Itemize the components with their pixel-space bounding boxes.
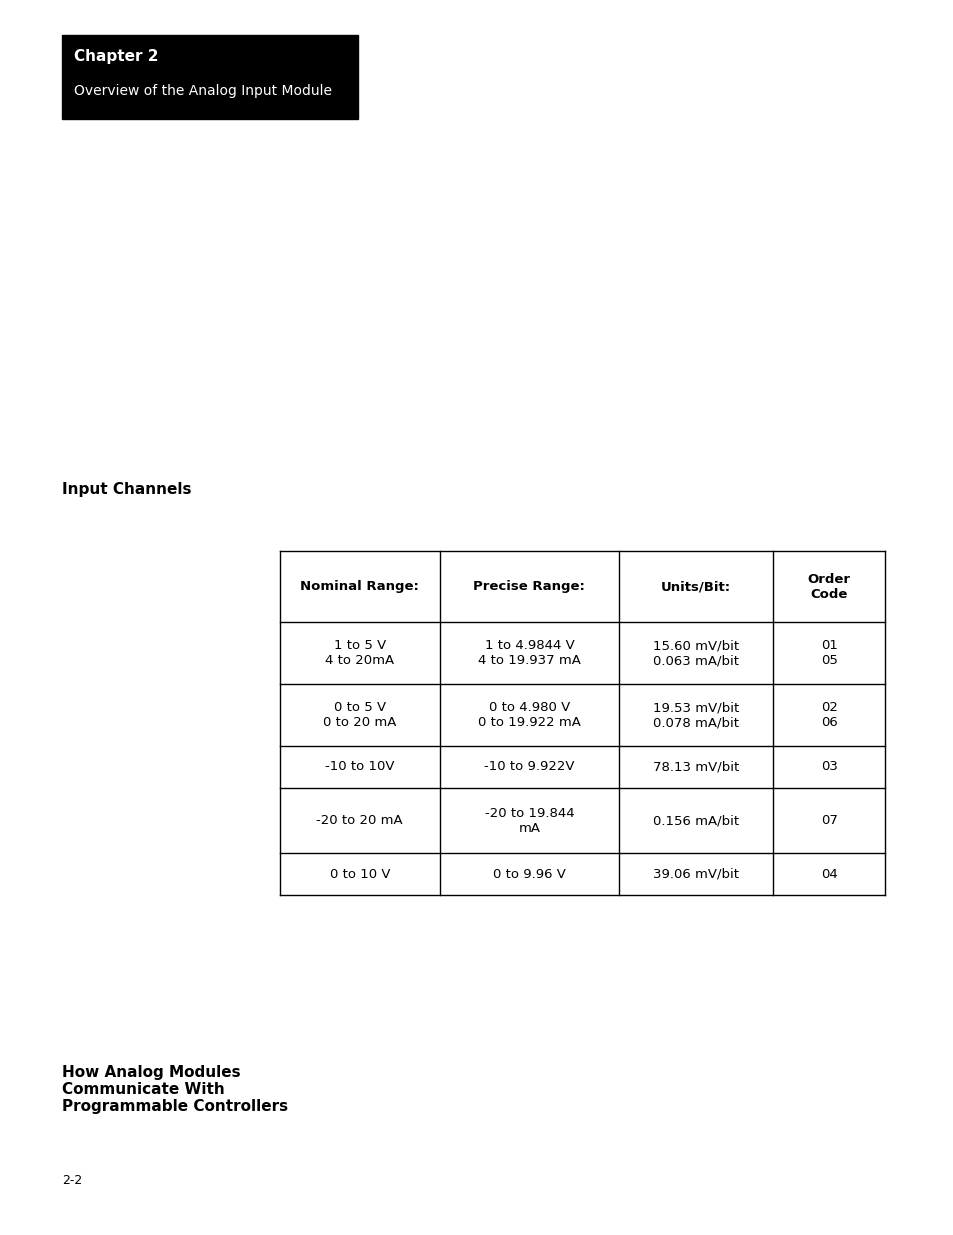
Text: Precise Range:: Precise Range:	[473, 580, 585, 593]
Text: -20 to 20 mA: -20 to 20 mA	[316, 814, 403, 827]
Text: How Analog Modules
Communicate With
Programmable Controllers: How Analog Modules Communicate With Prog…	[62, 1065, 288, 1114]
Text: -20 to 19.844
mA: -20 to 19.844 mA	[484, 806, 574, 835]
Text: 01
05: 01 05	[820, 640, 837, 667]
Text: 19.53 mV/bit
0.078 mA/bit: 19.53 mV/bit 0.078 mA/bit	[652, 701, 739, 729]
Text: Input Channels: Input Channels	[62, 482, 192, 496]
Text: 07: 07	[820, 814, 837, 827]
Text: Nominal Range:: Nominal Range:	[300, 580, 418, 593]
Text: 1 to 4.9844 V
4 to 19.937 mA: 1 to 4.9844 V 4 to 19.937 mA	[477, 640, 580, 667]
Text: 0 to 9.96 V: 0 to 9.96 V	[493, 868, 565, 881]
Text: 03: 03	[820, 761, 837, 773]
Text: 15.60 mV/bit
0.063 mA/bit: 15.60 mV/bit 0.063 mA/bit	[652, 640, 739, 667]
Text: 04: 04	[820, 868, 837, 881]
Text: -10 to 9.922V: -10 to 9.922V	[484, 761, 574, 773]
Text: 0 to 10 V: 0 to 10 V	[329, 868, 390, 881]
Text: 0.156 mA/bit: 0.156 mA/bit	[652, 814, 739, 827]
Text: 0 to 5 V
0 to 20 mA: 0 to 5 V 0 to 20 mA	[323, 701, 396, 729]
FancyBboxPatch shape	[62, 35, 357, 119]
Text: 0 to 4.980 V
0 to 19.922 mA: 0 to 4.980 V 0 to 19.922 mA	[477, 701, 580, 729]
Text: Overview of the Analog Input Module: Overview of the Analog Input Module	[74, 84, 332, 98]
Text: -10 to 10V: -10 to 10V	[325, 761, 395, 773]
Text: Units/Bit:: Units/Bit:	[660, 580, 730, 593]
Text: 02
06: 02 06	[820, 701, 837, 729]
Text: 1 to 5 V
4 to 20mA: 1 to 5 V 4 to 20mA	[325, 640, 394, 667]
Text: 39.06 mV/bit: 39.06 mV/bit	[652, 868, 739, 881]
Text: Order
Code: Order Code	[807, 573, 850, 600]
Text: 2-2: 2-2	[62, 1174, 82, 1188]
Text: Chapter 2: Chapter 2	[74, 49, 159, 64]
Text: 78.13 mV/bit: 78.13 mV/bit	[652, 761, 739, 773]
